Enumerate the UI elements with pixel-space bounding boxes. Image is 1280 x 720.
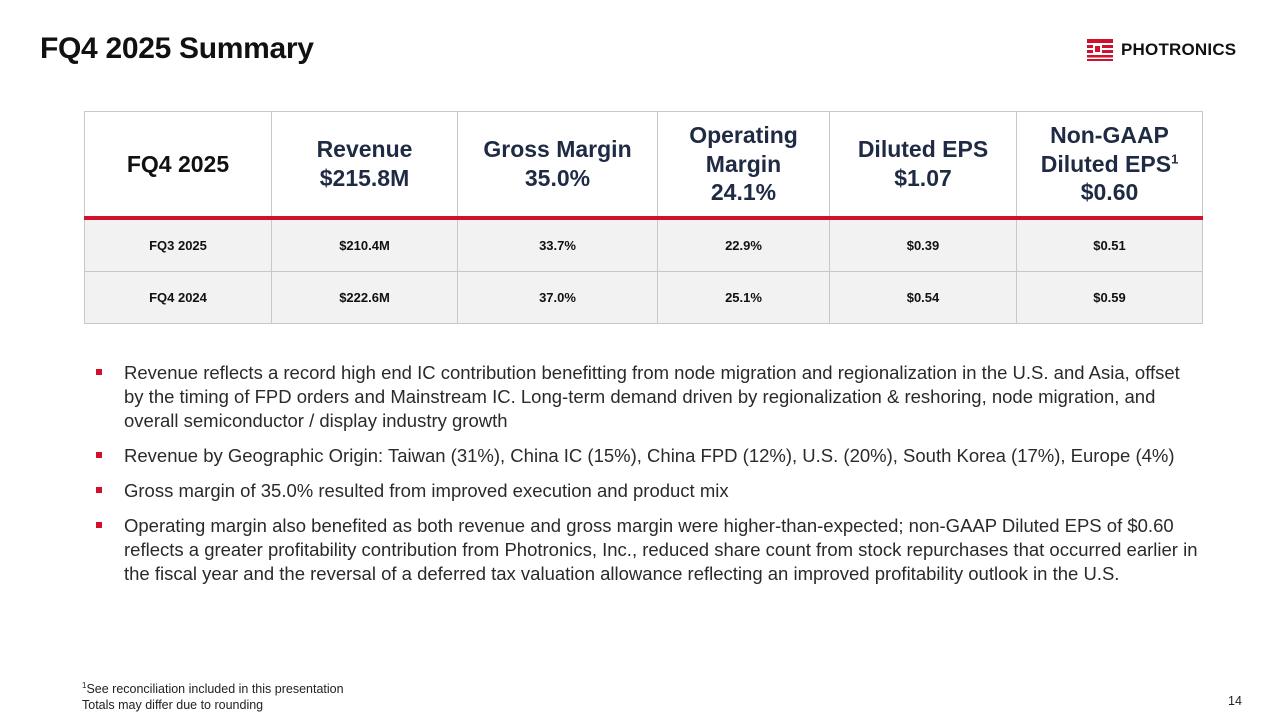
bullet-item: Revenue reflects a record high end IC co… xyxy=(92,361,1202,433)
header-non-gaap-eps: Non-GAAP Diluted EPS1 $0.60 xyxy=(1016,111,1203,220)
header-gross-margin-label: Gross Margin xyxy=(483,136,632,163)
cell-operating-margin: 22.9% xyxy=(657,217,830,272)
header-diluted-eps: Diluted EPS $1.07 xyxy=(829,111,1017,220)
page-number: 14 xyxy=(1228,694,1242,708)
bullet-square-icon xyxy=(96,452,102,458)
cell-period: FQ4 2024 xyxy=(84,271,272,324)
logo-text: PHOTRONICS xyxy=(1121,40,1237,59)
header-period-text: FQ4 2025 xyxy=(126,150,230,177)
cell-non-gaap-eps: $0.51 xyxy=(1016,217,1203,272)
header-revenue-value: $215.8M xyxy=(319,165,410,191)
header-operating-margin: Operating Margin 24.1% xyxy=(657,111,830,220)
summary-bullets: Revenue reflects a record high end IC co… xyxy=(92,361,1202,597)
header-non-gaap-footnote-marker: 1 xyxy=(1171,150,1179,166)
bullet-square-icon xyxy=(96,369,102,375)
bullet-text: Revenue reflects a record high end IC co… xyxy=(124,362,1180,431)
bullet-text: Gross margin of 35.0% resulted from impr… xyxy=(124,480,729,501)
header-revenue: Revenue $215.8M xyxy=(271,111,458,220)
header-operating-margin-label-2: Margin xyxy=(705,150,782,177)
footnote: 1See reconciliation included in this pre… xyxy=(82,678,344,713)
table-row: FQ3 2025 $210.4M 33.7% 22.9% $0.39 $0.51 xyxy=(84,217,1203,272)
header-non-gaap-label-2: Diluted EPS xyxy=(1040,150,1172,177)
footnote-text-1: See reconciliation included in this pres… xyxy=(86,682,344,697)
header-diluted-eps-value: $1.07 xyxy=(894,165,952,191)
cell-operating-margin: 25.1% xyxy=(657,271,830,324)
footnote-marker: 1 xyxy=(82,681,87,690)
cell-period: FQ3 2025 xyxy=(84,217,272,272)
bullet-text: Revenue by Geographic Origin: Taiwan (31… xyxy=(124,445,1175,466)
table-row: FQ4 2024 $222.6M 37.0% 25.1% $0.54 $0.59 xyxy=(84,271,1203,324)
header-gross-margin: Gross Margin 35.0% xyxy=(457,111,658,220)
header-operating-margin-value: 24.1% xyxy=(710,179,777,206)
header-gross-margin-value: 35.0% xyxy=(524,165,591,191)
header-non-gaap-value: $0.60 xyxy=(1080,179,1139,206)
footnote-line-2: Totals may differ due to rounding xyxy=(82,698,264,713)
summary-table: FQ4 2025 Revenue $215.8M Gross Margin 35… xyxy=(84,111,1203,324)
bullet-item: Gross margin of 35.0% resulted from impr… xyxy=(92,479,1202,503)
bullet-item: Revenue by Geographic Origin: Taiwan (31… xyxy=(92,444,1202,468)
bullet-text: Operating margin also benefited as both … xyxy=(124,515,1198,584)
cell-gross-margin: 37.0% xyxy=(457,271,658,324)
footnote-line-1: 1See reconciliation included in this pre… xyxy=(82,678,344,697)
company-logo: PHOTRONICS xyxy=(1087,39,1236,61)
cell-diluted-eps: $0.54 xyxy=(829,271,1017,324)
page-title: FQ4 2025 Summary xyxy=(40,32,314,65)
cell-revenue: $210.4M xyxy=(271,217,458,272)
photronics-logo-icon xyxy=(1087,39,1113,61)
header-period: FQ4 2025 xyxy=(84,111,272,220)
cell-non-gaap-eps: $0.59 xyxy=(1016,271,1203,324)
bullet-square-icon xyxy=(96,522,102,528)
cell-diluted-eps: $0.39 xyxy=(829,217,1017,272)
header-non-gaap-label-1: Non-GAAP xyxy=(1050,121,1169,148)
header-revenue-label: Revenue xyxy=(316,136,413,163)
header-operating-margin-label-1: Operating xyxy=(689,121,798,148)
bullet-square-icon xyxy=(96,487,102,493)
cell-revenue: $222.6M xyxy=(271,271,458,324)
bullet-item: Operating margin also benefited as both … xyxy=(92,514,1202,586)
cell-gross-margin: 33.7% xyxy=(457,217,658,272)
table-header-row: FQ4 2025 Revenue $215.8M Gross Margin 35… xyxy=(84,111,1203,220)
header-diluted-eps-label: Diluted EPS xyxy=(857,136,989,163)
